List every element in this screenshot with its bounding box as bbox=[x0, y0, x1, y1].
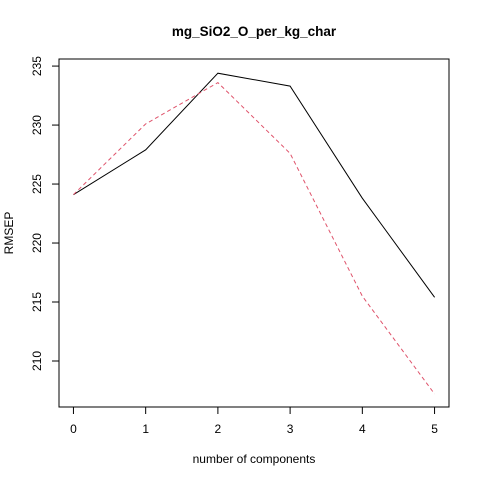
chart-title: mg_SiO2_O_per_kg_char bbox=[172, 24, 337, 39]
x-axis-label: number of components bbox=[193, 452, 316, 466]
y-tick-label: 235 bbox=[30, 56, 44, 76]
x-tick-label: 5 bbox=[431, 422, 438, 436]
y-tick-label: 215 bbox=[30, 292, 44, 312]
y-axis-label: RMSEP bbox=[2, 212, 16, 255]
y-tick-label: 225 bbox=[30, 174, 44, 194]
series-1-solid-line bbox=[73, 72, 436, 298]
x-axis: 0 1 2 3 4 5 bbox=[70, 406, 438, 436]
x-tick-label: 3 bbox=[287, 422, 294, 436]
plot-frame bbox=[58, 58, 450, 408]
series-2-dashed-line bbox=[73, 81, 436, 395]
y-tick-label: 230 bbox=[30, 115, 44, 135]
x-tick-label: 2 bbox=[215, 422, 222, 436]
x-tick-label: 1 bbox=[142, 422, 149, 436]
series-layer bbox=[73, 72, 436, 395]
x-tick-label: 0 bbox=[70, 422, 77, 436]
x-tick-label: 4 bbox=[359, 422, 366, 436]
y-tick-label: 220 bbox=[30, 233, 44, 253]
y-tick-label: 210 bbox=[30, 351, 44, 371]
y-axis: 210 215 220 225 230 235 bbox=[30, 56, 60, 371]
